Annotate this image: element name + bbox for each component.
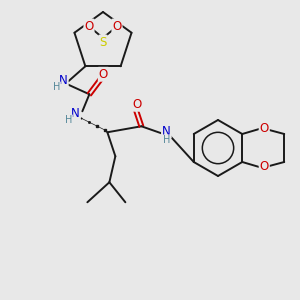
Text: H: H [163, 135, 170, 145]
Text: N: N [71, 107, 80, 120]
Text: O: O [260, 160, 269, 173]
Text: H: H [65, 115, 72, 125]
Text: O: O [112, 20, 122, 32]
Text: S: S [99, 35, 107, 49]
Text: O: O [99, 68, 108, 81]
Text: H: H [53, 82, 60, 92]
Text: O: O [84, 20, 94, 32]
Text: N: N [162, 125, 171, 138]
Text: O: O [260, 122, 269, 136]
Text: N: N [59, 74, 68, 87]
Text: O: O [133, 98, 142, 111]
